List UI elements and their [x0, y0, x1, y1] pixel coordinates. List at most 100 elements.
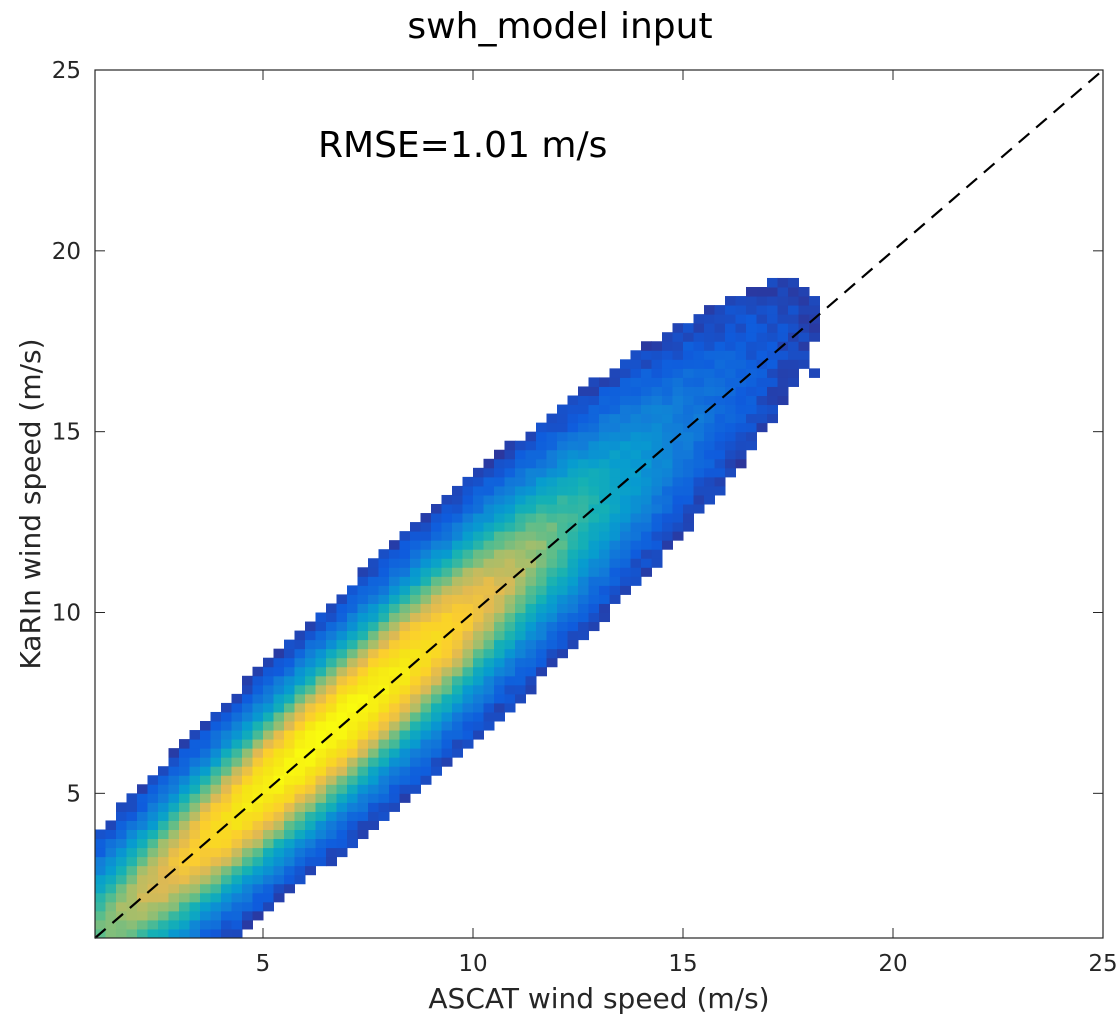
density-bin [420, 721, 432, 731]
density-bin [336, 775, 348, 785]
density-bin [126, 847, 138, 858]
x-tick-label: 25 [1088, 951, 1117, 977]
density-bin [389, 784, 400, 794]
density-bin [252, 883, 264, 894]
density-bin [95, 847, 106, 858]
density-bin [389, 648, 400, 659]
density-bin [536, 630, 547, 641]
density-bin [116, 829, 127, 840]
density-bin [221, 739, 232, 749]
density-bin [347, 730, 358, 740]
density-bin [567, 504, 579, 514]
density-bin [620, 531, 631, 541]
density-bin [504, 666, 516, 677]
density-bin [431, 540, 442, 550]
density-bin [504, 485, 516, 496]
density-bin [641, 485, 652, 496]
density-bin [231, 910, 243, 921]
density-bin [95, 919, 106, 930]
density-bin [263, 702, 274, 713]
density-bin [714, 422, 726, 433]
density-bin [452, 485, 463, 496]
density-bin [630, 476, 642, 487]
density-bin [683, 332, 694, 342]
density-bin [263, 847, 274, 858]
density-bin [536, 585, 547, 595]
density-bin [158, 874, 169, 885]
density-bin [483, 657, 495, 668]
density-bin [599, 504, 610, 514]
density-bin [756, 314, 768, 324]
density-bin [483, 585, 495, 595]
density-bin [641, 386, 652, 396]
density-bin [630, 494, 642, 505]
density-bin [431, 730, 442, 740]
density-bin [294, 675, 306, 686]
density-bin [599, 485, 610, 496]
density-bin [788, 359, 799, 369]
density-bin [756, 323, 768, 333]
density-bin [410, 621, 421, 632]
density-bin [315, 856, 327, 867]
density-bin [704, 368, 715, 378]
density-bin [105, 874, 117, 885]
density-bin [221, 711, 232, 722]
density-bin [620, 386, 631, 396]
density-bin [578, 558, 589, 568]
density-bin [431, 648, 442, 659]
density-bin [683, 404, 694, 415]
density-bin [179, 757, 190, 767]
density-bin [536, 666, 547, 677]
density-bin [315, 675, 327, 686]
density-bin [525, 576, 537, 586]
density-bin [609, 413, 621, 424]
density-bin [704, 413, 715, 424]
density-bin [672, 440, 684, 451]
density-bin [462, 540, 474, 550]
density-bin [326, 666, 337, 677]
density-bin [473, 558, 484, 568]
density-bin [452, 639, 463, 650]
density-bin [231, 702, 243, 713]
density-bin [378, 739, 390, 749]
density-bin [756, 296, 768, 306]
density-bin [200, 865, 211, 876]
density-bin [410, 630, 421, 641]
density-bin [683, 323, 694, 333]
density-bin [389, 558, 400, 568]
density-bin [504, 630, 516, 641]
density-bin [399, 558, 411, 568]
density-bin [305, 802, 316, 812]
density-bin [305, 702, 316, 713]
density-bin [725, 467, 736, 478]
density-bin [420, 603, 432, 613]
density-bin [473, 485, 484, 496]
density-bin [693, 494, 705, 505]
density-bin [305, 684, 316, 695]
density-bin [714, 449, 726, 460]
density-bin [158, 883, 169, 894]
density-bin [599, 531, 610, 541]
density-bin [473, 585, 484, 595]
density-bin [221, 910, 232, 921]
density-bin [242, 919, 253, 930]
density-bin [515, 594, 526, 604]
density-bin [620, 368, 631, 378]
density-bin [336, 766, 348, 776]
density-bin [525, 476, 537, 487]
density-bin [567, 621, 579, 632]
density-bin [483, 648, 495, 659]
density-bin [567, 567, 579, 577]
density-bin [651, 395, 663, 406]
density-bin [147, 784, 159, 794]
density-bin [168, 901, 180, 912]
density-bin [273, 748, 285, 758]
density-bin [494, 476, 505, 487]
density-bin [588, 594, 600, 604]
density-bin [420, 748, 432, 758]
density-bin [326, 684, 337, 695]
density-bin [284, 721, 295, 731]
density-bin [252, 910, 264, 921]
density-bin [746, 314, 757, 324]
